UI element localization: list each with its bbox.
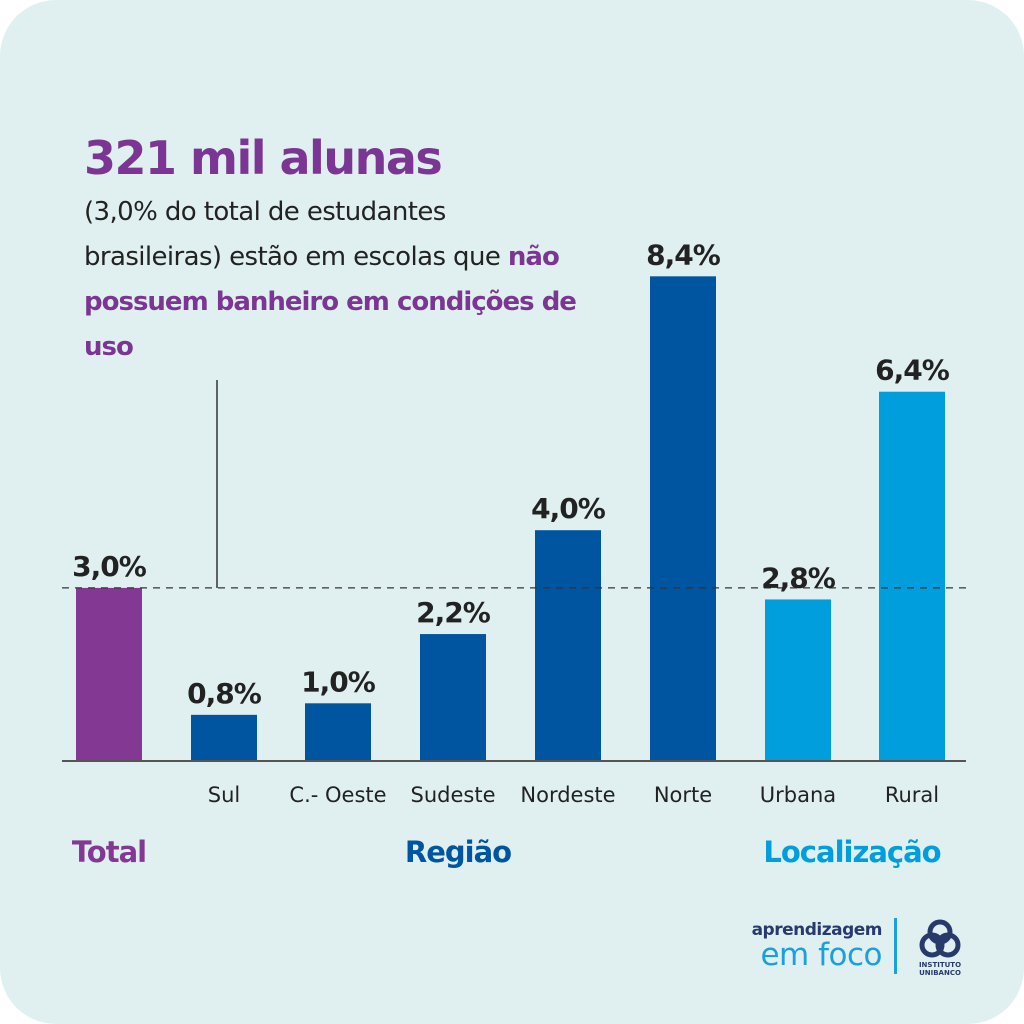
bar-nordeste	[535, 530, 601, 761]
value-label: 0,8%	[187, 677, 262, 710]
value-label: 2,8%	[761, 561, 836, 594]
subtext: (3,0% do total de estudantes brasileiras…	[84, 190, 584, 370]
value-labels-group: 3,0% 0,8% 1,0% 2,2% 4,0% 8,4% 2,8% 6,4%	[72, 238, 951, 710]
value-label: 1,0%	[301, 665, 376, 698]
category-label: Sudeste	[411, 783, 496, 807]
bar-rural	[879, 391, 945, 761]
subtext-main: (3,0% do total de estudantes brasileiras…	[84, 197, 508, 272]
logo-text-line1: INSTITUTO	[919, 961, 961, 969]
brand-divider	[894, 918, 897, 974]
group-label-regiao: Região	[405, 835, 511, 869]
bar-norte	[650, 276, 716, 761]
bar-c-oeste	[305, 703, 371, 761]
logo-text-line2: UNIBANCO	[919, 969, 961, 977]
category-label: Rural	[885, 783, 939, 807]
group-label-localizacao: Localização	[763, 835, 940, 869]
value-label: 6,4%	[875, 354, 950, 387]
category-label: Sul	[208, 783, 240, 807]
value-label: 2,2%	[416, 596, 491, 629]
instituto-unibanco-logo-icon: INSTITUTO UNIBANCO	[919, 919, 961, 977]
value-label: 3,0%	[72, 550, 147, 583]
subtext-highlight: não possuem banheiro em condições de uso	[84, 242, 577, 362]
bar-sul	[191, 714, 257, 761]
headline: 321 mil alunas	[84, 131, 443, 185]
value-label: 8,4%	[646, 238, 721, 271]
bar-sudeste	[420, 634, 486, 761]
bars-group	[76, 276, 945, 761]
category-label: C.- Oeste	[289, 783, 386, 807]
bar-urbana	[765, 599, 831, 761]
brand-wordmark: aprendizagem em foco	[742, 920, 883, 973]
category-label: Norte	[654, 783, 712, 807]
value-label: 4,0%	[531, 492, 606, 525]
group-labels-group: Total Região Localização	[72, 835, 942, 869]
category-labels-group: Sul C.- Oeste Sudeste Nordeste Norte Urbana Ru…	[208, 783, 939, 807]
category-label: Nordeste	[520, 783, 615, 807]
brand-line1: aprendizagem	[751, 920, 883, 940]
group-label-total: Total	[72, 835, 146, 869]
bar-total	[76, 587, 142, 761]
brand-line2: em foco	[760, 937, 882, 973]
category-label: Urbana	[760, 783, 836, 807]
